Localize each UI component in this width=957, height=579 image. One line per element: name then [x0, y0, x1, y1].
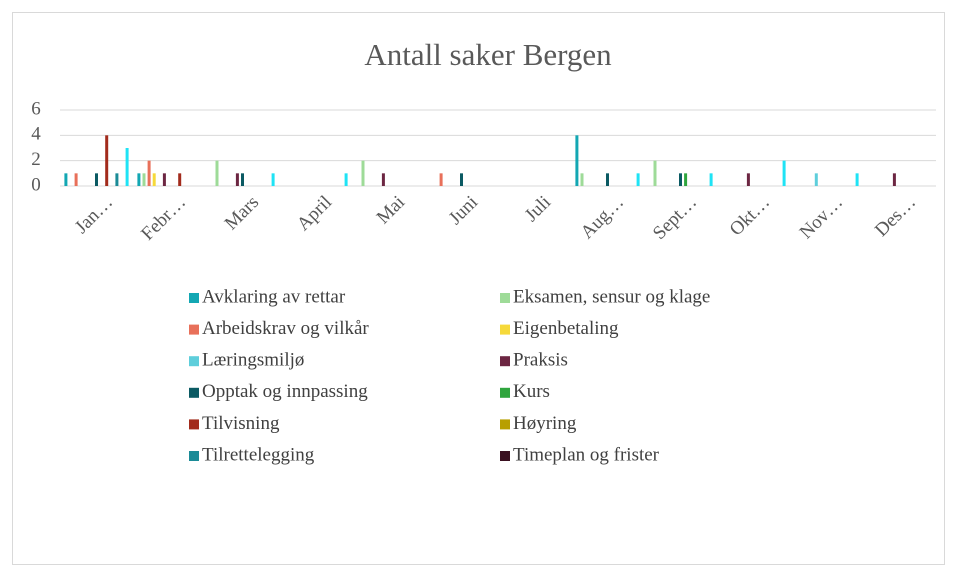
- legend-swatch: [189, 387, 199, 398]
- legend-label: Høyring: [513, 413, 577, 434]
- legend-swatch: [500, 293, 510, 303]
- bar: [636, 173, 640, 186]
- bar: [381, 173, 385, 186]
- y-tick-label: 2: [31, 149, 41, 170]
- legend-label: Praksis: [513, 350, 568, 371]
- bar: [653, 160, 657, 186]
- legend-swatch: [500, 324, 510, 335]
- y-tick-label: 6: [31, 98, 41, 119]
- legend-swatch: [189, 293, 199, 303]
- bar: [162, 173, 166, 186]
- bar: [178, 173, 182, 186]
- bar: [137, 173, 141, 186]
- chart-title: Antall saker Bergen: [364, 37, 612, 72]
- bar: [115, 173, 119, 186]
- legend-swatch: [500, 451, 510, 461]
- bar: [74, 173, 78, 186]
- legend-swatch: [189, 451, 199, 461]
- legend-label: Timeplan og frister: [513, 444, 660, 465]
- bar: [892, 173, 896, 186]
- bar: [142, 173, 146, 186]
- legend-swatch: [500, 419, 510, 430]
- bar: [679, 173, 682, 186]
- legend-label: Eksamen, sensur og klage: [513, 286, 710, 307]
- bar: [344, 173, 348, 186]
- bar: [241, 173, 244, 186]
- legend-label: Tilvisning: [202, 413, 280, 434]
- bar: [575, 135, 579, 186]
- bar: [64, 173, 68, 186]
- legend-label: Avklaring av rettar: [202, 286, 346, 307]
- y-tick-label: 4: [31, 124, 41, 145]
- bar: [215, 160, 219, 186]
- bar: [271, 173, 275, 186]
- legend-label: Kurs: [513, 381, 550, 402]
- bar: [460, 173, 463, 186]
- legend-swatch: [500, 356, 510, 367]
- legend-label: Opptak og innpassing: [202, 381, 368, 402]
- bar: [814, 173, 818, 186]
- legend-swatch: [500, 387, 510, 398]
- bar: [361, 160, 365, 186]
- bar: [147, 160, 151, 186]
- legend-label: Eigenbetaling: [513, 318, 619, 339]
- bar: [709, 173, 713, 186]
- legend-label: Arbeidskrav og vilkår: [202, 318, 369, 339]
- legend-label: Læringsmiljø: [202, 350, 304, 371]
- bar: [235, 173, 239, 186]
- bar: [95, 173, 98, 186]
- y-tick-label: 0: [31, 174, 41, 195]
- bar: [105, 135, 109, 186]
- legend-swatch: [189, 356, 199, 367]
- bar: [746, 173, 750, 186]
- bar: [855, 173, 859, 186]
- legend-label: Tilrettelegging: [202, 444, 315, 465]
- bar: [606, 173, 609, 186]
- bar: [580, 173, 584, 186]
- legend-swatch: [189, 324, 199, 335]
- bar: [125, 148, 129, 186]
- legend-swatch: [189, 419, 199, 430]
- bar: [439, 173, 443, 186]
- chart-border: [12, 12, 945, 565]
- bar: [782, 160, 786, 186]
- bar: [152, 173, 156, 186]
- bar: [684, 173, 688, 186]
